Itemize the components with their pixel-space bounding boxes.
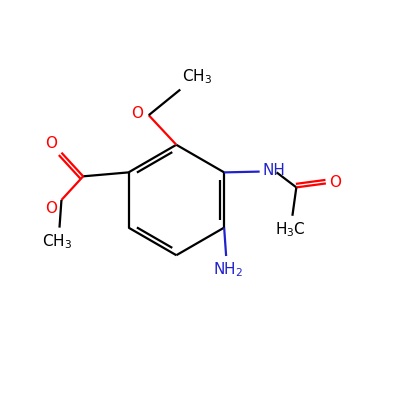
Text: O: O: [131, 106, 143, 121]
Text: CH$_3$: CH$_3$: [182, 67, 212, 86]
Text: NH$_2$: NH$_2$: [213, 260, 243, 279]
Text: O: O: [46, 136, 58, 151]
Text: NH: NH: [262, 163, 285, 178]
Text: O: O: [46, 201, 58, 216]
Text: CH$_3$: CH$_3$: [42, 232, 72, 251]
Text: O: O: [329, 175, 341, 190]
Text: H$_3$C: H$_3$C: [275, 220, 306, 239]
